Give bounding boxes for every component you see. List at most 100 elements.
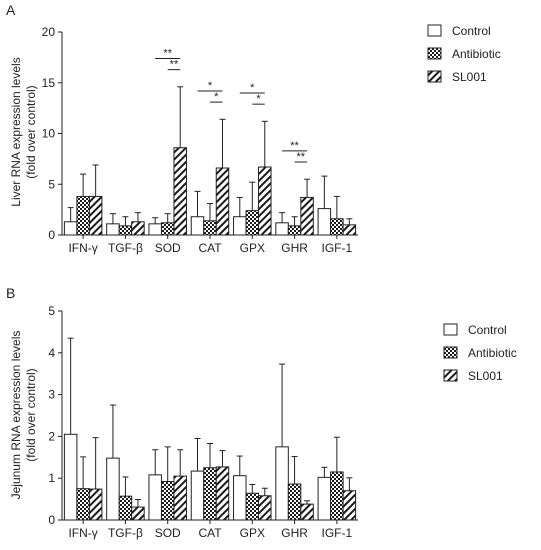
legend-b: Control Antibiotic SL001	[443, 323, 517, 383]
y-axis-label-a-line1: Liver RNA expression levels	[9, 57, 23, 206]
y-tick-label: 3	[48, 388, 55, 402]
x-tick-label: SOD	[155, 526, 181, 540]
x-tick-label: SOD	[155, 241, 181, 255]
x-tick-label: CAT	[198, 241, 222, 255]
bar-control-cat	[190, 470, 205, 521]
y-tick-label: 15	[42, 76, 56, 90]
bar-control-tgf	[106, 457, 120, 521]
bar-antibiotic-cat	[203, 467, 217, 521]
legend-label: SL001	[468, 369, 503, 383]
x-tick-label: CAT	[198, 526, 222, 540]
x-tick-label: GHR	[281, 526, 308, 540]
bar-antibiotic-tgf	[118, 225, 133, 236]
significance-label: **	[290, 140, 299, 152]
bar-sl001-cat	[215, 167, 230, 236]
bar-control-igf1	[317, 208, 332, 236]
panel-label-b: B	[6, 285, 15, 301]
x-tick-label: GPX	[240, 526, 265, 540]
significance-label: *	[214, 91, 219, 103]
y-tick-label: 5	[48, 304, 55, 318]
significance-label: **	[297, 151, 306, 163]
y-tick-label: 5	[48, 177, 55, 191]
bar-sl001-tgf	[131, 221, 145, 236]
significance-label: *	[256, 93, 261, 105]
bar-antibiotic-gpx	[245, 210, 260, 236]
bar-antibiotic-tgf	[118, 495, 133, 521]
legend-label: Antibiotic	[452, 47, 501, 61]
y-tick-label: 10	[42, 127, 56, 141]
bar-control-sod	[148, 474, 162, 521]
legend-swatch	[443, 323, 458, 336]
significance-label: **	[163, 47, 172, 59]
legend-label: Control	[452, 24, 491, 38]
bar-antibiotic-cat	[203, 220, 217, 236]
y-tick-label: 1	[48, 471, 55, 485]
y-tick-label: 2	[48, 429, 55, 443]
legend-swatch	[427, 70, 442, 83]
y-axis-label-a-line2: (fold over control)	[24, 85, 38, 178]
significance-label: **	[170, 59, 179, 71]
y-tick-label: 20	[42, 25, 56, 39]
bar-sl001-sod	[173, 475, 187, 521]
bar-antibiotic-ifn	[76, 488, 90, 521]
significance-label: *	[208, 80, 213, 92]
legend-label: Antibiotic	[468, 346, 517, 360]
bar-antibiotic-ghr	[287, 483, 302, 521]
x-tick-label: IFN-γ	[68, 526, 97, 540]
legend-swatch	[443, 369, 458, 382]
chart-panel-b: B Jejunum RNA expression levels (fold ov…	[6, 285, 517, 540]
bar-control-ghr	[275, 446, 289, 521]
bar-antibiotic-igf1	[330, 218, 344, 236]
bar-antibiotic-sod	[160, 481, 175, 521]
bar-control-gpx	[233, 216, 247, 236]
x-tick-label: IGF-1	[322, 526, 353, 540]
bar-control-ifn	[63, 221, 78, 236]
bar-sl001-gpx	[258, 166, 272, 236]
y-tick-label: 0	[48, 513, 55, 527]
legend-swatch	[443, 346, 458, 359]
bar-sl001-cat	[215, 466, 230, 521]
bar-antibiotic-gpx	[245, 492, 260, 521]
legend-label: Control	[468, 323, 507, 337]
legend-swatch	[427, 24, 442, 37]
x-tick-label: TGF-β	[108, 526, 143, 540]
legend-label: SL001	[452, 70, 487, 84]
x-tick-label: IFN-γ	[68, 241, 97, 255]
legend-a: Control Antibiotic SL001	[427, 24, 501, 84]
bar-control-gpx	[233, 475, 247, 521]
plot-area-b: 0 1 2 3 4 5 IFN-γ TGF-β SOD CAT GPX GHR IGF-1	[48, 304, 358, 540]
chart-panel-a: A Liver RNA expression levels (fold over…	[6, 2, 501, 255]
bar-sl001-ifn	[88, 195, 103, 236]
bar-sl001-ghr	[300, 503, 314, 521]
y-tick-label: 4	[48, 346, 55, 360]
bar-sl001-gpx	[258, 495, 272, 521]
bar-sl001-ghr	[300, 196, 314, 236]
y-axis-label-b-line1: Jejunum RNA expression levels	[9, 331, 23, 500]
bar-control-ifn	[63, 433, 78, 521]
bar-control-tgf	[106, 223, 120, 236]
bar-control-cat	[190, 216, 205, 236]
significance-label: *	[250, 82, 255, 94]
x-tick-label: GPX	[240, 241, 265, 255]
bar-antibiotic-ghr	[287, 225, 302, 236]
bar-control-sod	[148, 223, 162, 236]
y-tick-label: 0	[48, 228, 55, 242]
x-tick-label: TGF-β	[108, 241, 143, 255]
bar-antibiotic-igf1	[330, 471, 344, 521]
bar-sl001-sod	[173, 147, 187, 236]
bar-sl001-igf1	[342, 224, 357, 236]
y-axis-label-b-line2: (fold over control)	[24, 368, 38, 461]
bar-sl001-igf1	[342, 490, 357, 521]
legend-swatch	[427, 47, 442, 60]
x-tick-label: GHR	[281, 241, 308, 255]
bar-sl001-tgf	[131, 506, 145, 521]
x-tick-label: IGF-1	[322, 241, 353, 255]
bar-antibiotic-sod	[160, 222, 175, 236]
bar-control-igf1	[317, 476, 332, 521]
bar-control-ghr	[275, 222, 289, 236]
panel-label-a: A	[6, 2, 16, 18]
bar-antibiotic-ifn	[76, 195, 90, 236]
bar-sl001-ifn	[88, 488, 103, 521]
